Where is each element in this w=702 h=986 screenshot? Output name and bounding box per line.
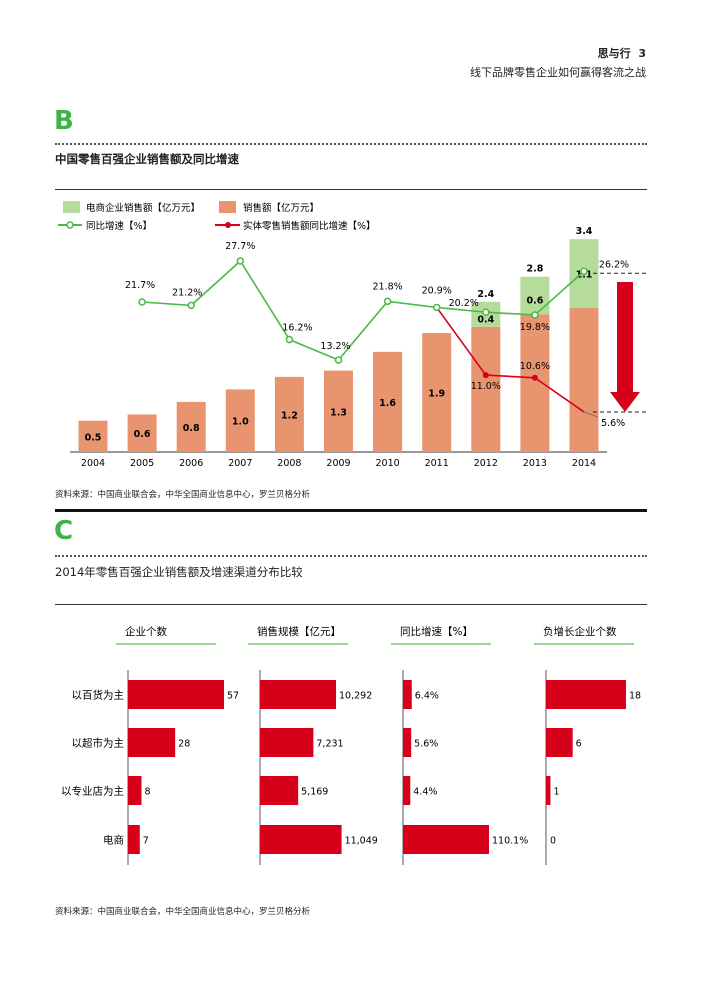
x-tick-label: 2008	[277, 458, 301, 469]
bar-total-label: 2.4	[477, 289, 494, 300]
bar-label: 1.3	[330, 407, 347, 418]
legend-swatch-sales	[219, 201, 236, 213]
growth-label: 16.2%	[282, 323, 312, 334]
x-tick-label: 2009	[326, 458, 350, 469]
bar-label: 1.2	[281, 410, 298, 421]
bar-sales	[520, 314, 550, 452]
growth-label: 13.2%	[320, 341, 350, 352]
x-tick-label: 2007	[228, 458, 252, 469]
growth-label: 27.7%	[225, 241, 255, 252]
bar-sales	[127, 414, 157, 452]
x-tick-label: 2004	[81, 458, 105, 469]
growth-point	[482, 308, 490, 316]
bar-sales	[471, 326, 501, 452]
growth-point	[432, 303, 441, 312]
legend-label-retail-growth: 实体零售销售额同比增速【%】	[243, 220, 376, 232]
decline-arrow-icon	[610, 282, 640, 412]
growth-point	[236, 257, 245, 265]
growth-label: 26.2%	[599, 259, 629, 270]
retail-growth-point	[482, 372, 489, 379]
bar-sales	[422, 333, 452, 452]
bar-label: 1.0	[232, 417, 249, 428]
bar-label-ecommerce: 1.1	[576, 270, 593, 281]
x-tick-label: 2011	[425, 458, 449, 469]
growth-label: 20.9%	[422, 285, 452, 296]
section-b-letter: B	[54, 106, 74, 136]
growth-label: 19.8%	[520, 322, 550, 333]
bar-sales	[274, 376, 304, 452]
growth-line	[142, 259, 585, 362]
bar-label: 0.5	[85, 432, 102, 443]
page-number: 3	[638, 47, 646, 60]
bar-ecommerce	[520, 276, 550, 315]
divider	[55, 604, 647, 605]
growth-label: 21.8%	[373, 281, 403, 292]
legend-marker-growth	[66, 221, 74, 229]
growth-label: 21.2%	[172, 287, 202, 298]
bar-sales	[373, 351, 403, 452]
bar-label: 0.8	[183, 423, 200, 434]
growth-point	[383, 297, 392, 306]
growth-label: 21.7%	[125, 280, 155, 291]
bar-sales	[324, 370, 353, 452]
growth-point	[285, 335, 294, 344]
legend-swatch-ecommerce	[63, 201, 80, 213]
bar-sales	[569, 308, 599, 452]
legend-label-ecommerce: 电商企业销售额【亿万元】	[86, 202, 200, 214]
x-tick-label: 2006	[179, 458, 203, 469]
retail-growth-label: 5.6%	[601, 418, 625, 429]
bar-sales	[78, 420, 108, 452]
x-tick-label: 2013	[523, 458, 547, 469]
bar-total-label: 2.8	[526, 264, 543, 275]
divider	[55, 189, 647, 190]
retail-growth-label: 10.6%	[520, 361, 550, 372]
growth-point	[138, 298, 146, 306]
dotted-divider	[55, 143, 647, 145]
section-c-source: 资料来源：中国商业联合会，中华全国商业信息中心，罗兰贝格分析	[55, 907, 311, 917]
bar-label-ecommerce: 0.4	[477, 314, 494, 325]
growth-point	[531, 311, 539, 319]
x-tick-label: 2010	[376, 458, 400, 469]
bar-label: 1.9	[428, 389, 445, 400]
bar-sales	[225, 389, 255, 452]
bar-total-label: 3.4	[576, 226, 593, 237]
growth-point	[580, 267, 588, 276]
legend-label-sales: 销售额【亿万元】	[243, 202, 319, 214]
retail-growth-label: 11.0%	[471, 381, 501, 392]
section-c-letter: C	[54, 516, 74, 546]
label-leader	[583, 411, 599, 418]
header-section: 思与行 3	[598, 45, 646, 61]
x-tick-label: 2014	[572, 458, 596, 469]
bar-label-ecommerce: 0.6	[526, 296, 543, 307]
section-name: 思与行	[597, 47, 631, 60]
section-b-source: 资料来源：中国商业联合会，中华全国商业信息中心，罗兰贝格分析	[55, 490, 311, 500]
bar-label: 0.6	[134, 429, 151, 440]
growth-point	[334, 356, 343, 364]
retail-growth-line	[436, 306, 585, 413]
section-c-title: 2014年零售百强企业销售额及增速渠道分布比较	[55, 565, 303, 579]
bar-label: 1.6	[379, 398, 396, 409]
section-b-title: 中国零售百强企业销售额及同比增速	[55, 152, 239, 166]
bar-sales	[176, 401, 206, 452]
legend-label-growth: 同比增速【%】	[86, 220, 152, 232]
legend-marker-retail-growth	[225, 222, 231, 228]
retail-growth-point	[531, 374, 538, 381]
growth-label: 20.2%	[449, 298, 479, 309]
dotted-divider	[55, 555, 647, 557]
thick-divider	[55, 509, 647, 512]
growth-point	[187, 301, 195, 310]
header-subtitle: 线下品牌零售企业如何赢得客流之战	[470, 66, 646, 79]
x-tick-label: 2005	[130, 458, 154, 469]
x-tick-label: 2012	[474, 458, 498, 469]
